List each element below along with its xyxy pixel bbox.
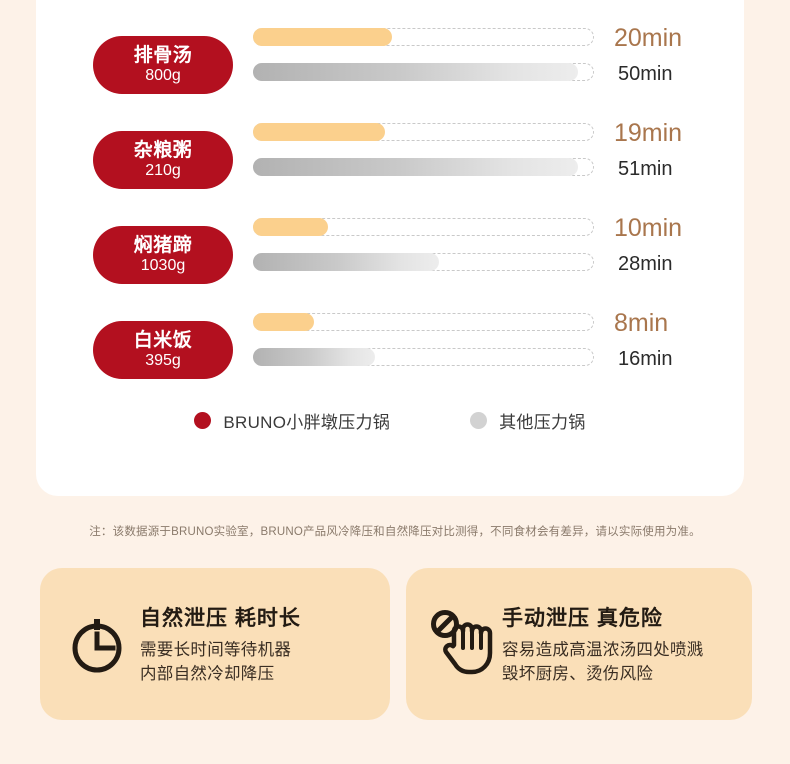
bar-track-other [253, 63, 594, 81]
info-card-text: 自然泄压 耗时长 需要长时间等待机器 内部自然冷却降压 [140, 602, 376, 687]
comparison-row: 白米饭 395g 8min 16min [36, 309, 744, 408]
dish-name: 杂粮粥 [133, 139, 193, 161]
value-other: 51min [618, 158, 673, 180]
bar-group [253, 28, 613, 81]
info-card-title: 自然泄压 耗时长 [140, 606, 301, 630]
bar-track-other [253, 158, 594, 176]
dish-weight: 800g [145, 67, 181, 85]
bar-fill-other [253, 253, 440, 271]
legend-dot-icon [470, 412, 488, 429]
legend-label-bruno: BRUNO小胖墩压力锅 [223, 413, 391, 432]
comparison-rows: 排骨汤 800g 20min 50min [36, 24, 744, 408]
no-hand-icon [420, 609, 506, 679]
info-card-manual-release: 手动泄压 真危险 容易造成高温浓汤四处喷溅 毁坏厨房、烫伤风险 [406, 568, 752, 720]
value-bruno: 19min [614, 119, 683, 147]
dish-weight: 210g [145, 162, 181, 180]
bar-fill-bruno [253, 218, 328, 236]
info-card-line-1: 容易造成高温浓汤四处喷溅 [502, 640, 704, 659]
info-card-natural-release: 自然泄压 耗时长 需要长时间等待机器 内部自然冷却降压 [40, 568, 390, 720]
bar-fill-other [253, 63, 579, 81]
value-bruno: 8min [614, 309, 669, 337]
bar-fill-bruno [253, 28, 392, 46]
legend-label-other: 其他压力锅 [499, 413, 586, 432]
bar-fill-bruno [253, 123, 386, 141]
value-bruno: 20min [614, 24, 683, 52]
dish-weight: 395g [145, 352, 181, 370]
info-card-line-2: 内部自然冷却降压 [140, 664, 275, 683]
bar-group [253, 123, 613, 176]
dish-name: 白米饭 [133, 329, 193, 351]
bar-track-bruno [253, 313, 594, 331]
value-group: 8min 16min [614, 309, 734, 370]
value-other: 28min [618, 253, 673, 275]
value-other: 50min [618, 63, 673, 85]
chart-legend: BRUNO小胖墩压力锅 其他压力锅 [36, 408, 744, 433]
info-cards: 自然泄压 耗时长 需要长时间等待机器 内部自然冷却降压 手动泄压 真危险 容易造… [40, 568, 752, 720]
legend-item-other: 其他压力锅 [470, 408, 586, 433]
value-group: 20min 50min [614, 24, 734, 85]
footnote: 注：该数据源于BRUNO实验室，BRUNO产品风冷降压和自然降压对比测得，不同食… [89, 526, 701, 538]
comparison-row: 杂粮粥 210g 19min 51min [36, 119, 744, 218]
dish-name: 焖猪蹄 [133, 234, 193, 256]
clock-icon [54, 613, 140, 675]
info-card-title: 手动泄压 真危险 [502, 606, 663, 630]
comparison-row: 排骨汤 800g 20min 50min [36, 24, 744, 123]
bar-fill-other [253, 348, 376, 366]
value-other: 16min [618, 348, 673, 370]
bar-track-other [253, 253, 594, 271]
chart-panel: 排骨汤 800g 20min 50min [36, 0, 744, 496]
value-bruno: 10min [614, 214, 683, 242]
legend-item-bruno: BRUNO小胖墩压力锅 [194, 408, 390, 433]
value-group: 10min 28min [614, 214, 734, 275]
value-group: 19min 51min [614, 119, 734, 180]
legend-dot-icon [194, 412, 212, 429]
comparison-row: 焖猪蹄 1030g 10min 28min [36, 214, 744, 313]
dish-weight: 1030g [140, 257, 186, 275]
dish-name: 排骨汤 [133, 44, 193, 66]
dish-pill: 杂粮粥 210g [93, 131, 233, 189]
bar-track-bruno [253, 218, 594, 236]
info-card-text: 手动泄压 真危险 容易造成高温浓汤四处喷溅 毁坏厨房、烫伤风险 [502, 602, 738, 687]
bar-track-other [253, 348, 594, 366]
bar-group [253, 218, 613, 271]
bar-fill-other [253, 158, 579, 176]
bar-track-bruno [253, 28, 594, 46]
bar-group [253, 313, 613, 366]
dish-pill: 白米饭 395g [93, 321, 233, 379]
bar-track-bruno [253, 123, 594, 141]
info-card-line-2: 毁坏厨房、烫伤风险 [502, 664, 654, 683]
info-card-line-1: 需要长时间等待机器 [140, 640, 292, 659]
dish-pill: 焖猪蹄 1030g [93, 226, 233, 284]
dish-pill: 排骨汤 800g [93, 36, 233, 94]
bar-fill-bruno [253, 313, 315, 331]
